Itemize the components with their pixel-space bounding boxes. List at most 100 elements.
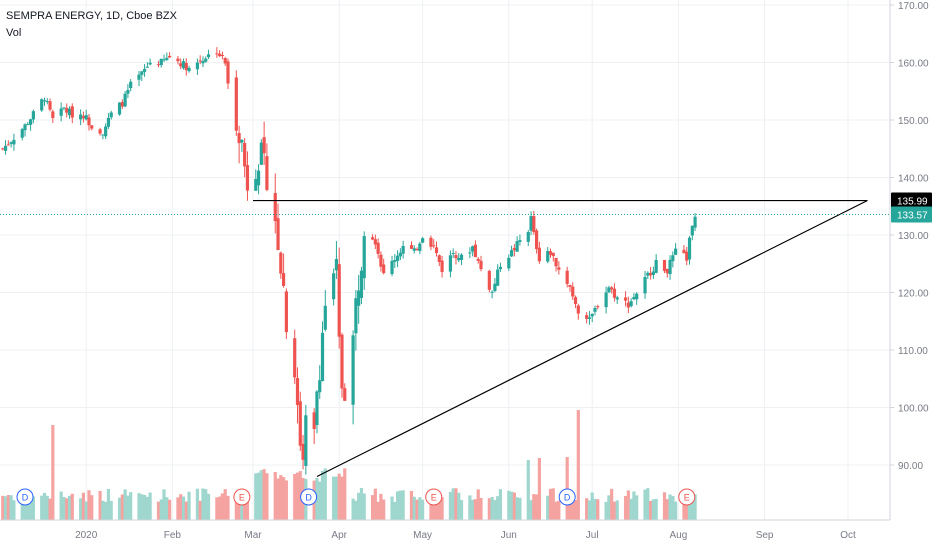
volume-bar [204, 489, 208, 520]
candle-body [206, 54, 211, 58]
candle-body [412, 248, 416, 251]
volume-bar [120, 494, 124, 520]
volume-bar [176, 497, 180, 520]
volume-bar [187, 491, 191, 520]
volume-bar [362, 493, 366, 520]
volume-bar [104, 501, 108, 520]
price-tick-label: 110.00 [898, 346, 928, 357]
volume-bar [693, 494, 697, 520]
volume-bar [240, 499, 244, 520]
time-tick-label: Aug [670, 530, 688, 541]
candle-body [145, 66, 149, 68]
candle-body [87, 117, 91, 126]
volume-bar [334, 476, 339, 520]
volume-bar [337, 473, 341, 520]
volume-bar [256, 472, 261, 520]
candle-body [256, 170, 261, 186]
volume-bar [434, 498, 439, 520]
volume-bar [487, 498, 491, 520]
volume-bar [129, 492, 133, 520]
candle-body [626, 302, 630, 308]
volume-bar [643, 489, 647, 520]
candle-body [415, 248, 419, 250]
candle-body [101, 134, 105, 136]
volume-bar [265, 473, 269, 520]
candle-body [434, 247, 439, 254]
candle-body [418, 243, 422, 251]
volume-bar [395, 491, 400, 520]
volume-bar [59, 491, 63, 520]
volume-bar [548, 488, 553, 520]
candle-body [195, 62, 200, 70]
candle-body [379, 254, 383, 267]
candle-body [685, 251, 689, 261]
candle-body [440, 260, 444, 272]
candle-body [432, 245, 436, 247]
candle-body [471, 246, 475, 252]
volume-bar [284, 480, 288, 520]
volume-bar [109, 500, 113, 520]
candle-body [509, 250, 514, 257]
volume-bar [23, 495, 27, 520]
volume-bar [181, 496, 186, 520]
volume-bar [293, 474, 297, 520]
candle-body [234, 77, 238, 131]
volume-bar [529, 500, 533, 520]
volume-bar [571, 498, 575, 520]
volume-bar [409, 490, 414, 520]
candle-body [201, 60, 205, 64]
volume-bar [498, 489, 503, 520]
candle-body [546, 251, 550, 262]
volume-bar [117, 497, 122, 520]
volume-bar [373, 488, 377, 520]
candle-body [67, 108, 72, 116]
volume-bar [393, 501, 397, 520]
volume-bar [218, 496, 222, 520]
time-tick-label: Oct [840, 530, 856, 541]
volume-bar [468, 495, 472, 520]
volume-bar [626, 490, 630, 520]
volume-bar [320, 470, 325, 520]
volume-bar [159, 499, 163, 520]
candle-body [623, 297, 628, 301]
candle-body [571, 286, 575, 297]
candle-body [279, 252, 283, 274]
volume-bar [254, 473, 258, 520]
volume-bar [156, 501, 161, 520]
candle-body [273, 193, 277, 222]
candle-body [362, 236, 366, 279]
candle-body [343, 388, 347, 401]
candle-body [629, 301, 633, 307]
volume-bar [234, 498, 238, 520]
volume-bar [198, 500, 202, 520]
event-marker-label: D [305, 493, 312, 503]
candle-body [293, 338, 297, 378]
candle-body [104, 126, 108, 137]
volume-bar [668, 494, 672, 520]
candle-body [648, 272, 653, 276]
volume-bar [646, 488, 650, 520]
candle-body [554, 257, 558, 267]
candle-body [337, 264, 341, 337]
volume-bar [87, 490, 91, 520]
candle-body [668, 259, 672, 274]
drawings [0, 199, 890, 478]
candle-body [493, 283, 497, 292]
candle-body [12, 139, 16, 145]
candle-body [23, 124, 27, 131]
candlesticks [1, 47, 697, 475]
candle-body [507, 257, 511, 269]
volume-bar [142, 494, 147, 520]
volume-bar [42, 492, 47, 520]
candle-body [284, 291, 288, 333]
volume-bar [226, 495, 230, 520]
candle-body [479, 260, 483, 270]
chart-grid [0, 0, 890, 520]
candle-body [454, 255, 458, 259]
candle-body [315, 391, 319, 426]
price-tick-label: 140.00 [898, 174, 929, 185]
volume-bar [557, 500, 561, 520]
volume-bar [587, 500, 592, 520]
volume-bar [537, 458, 541, 520]
